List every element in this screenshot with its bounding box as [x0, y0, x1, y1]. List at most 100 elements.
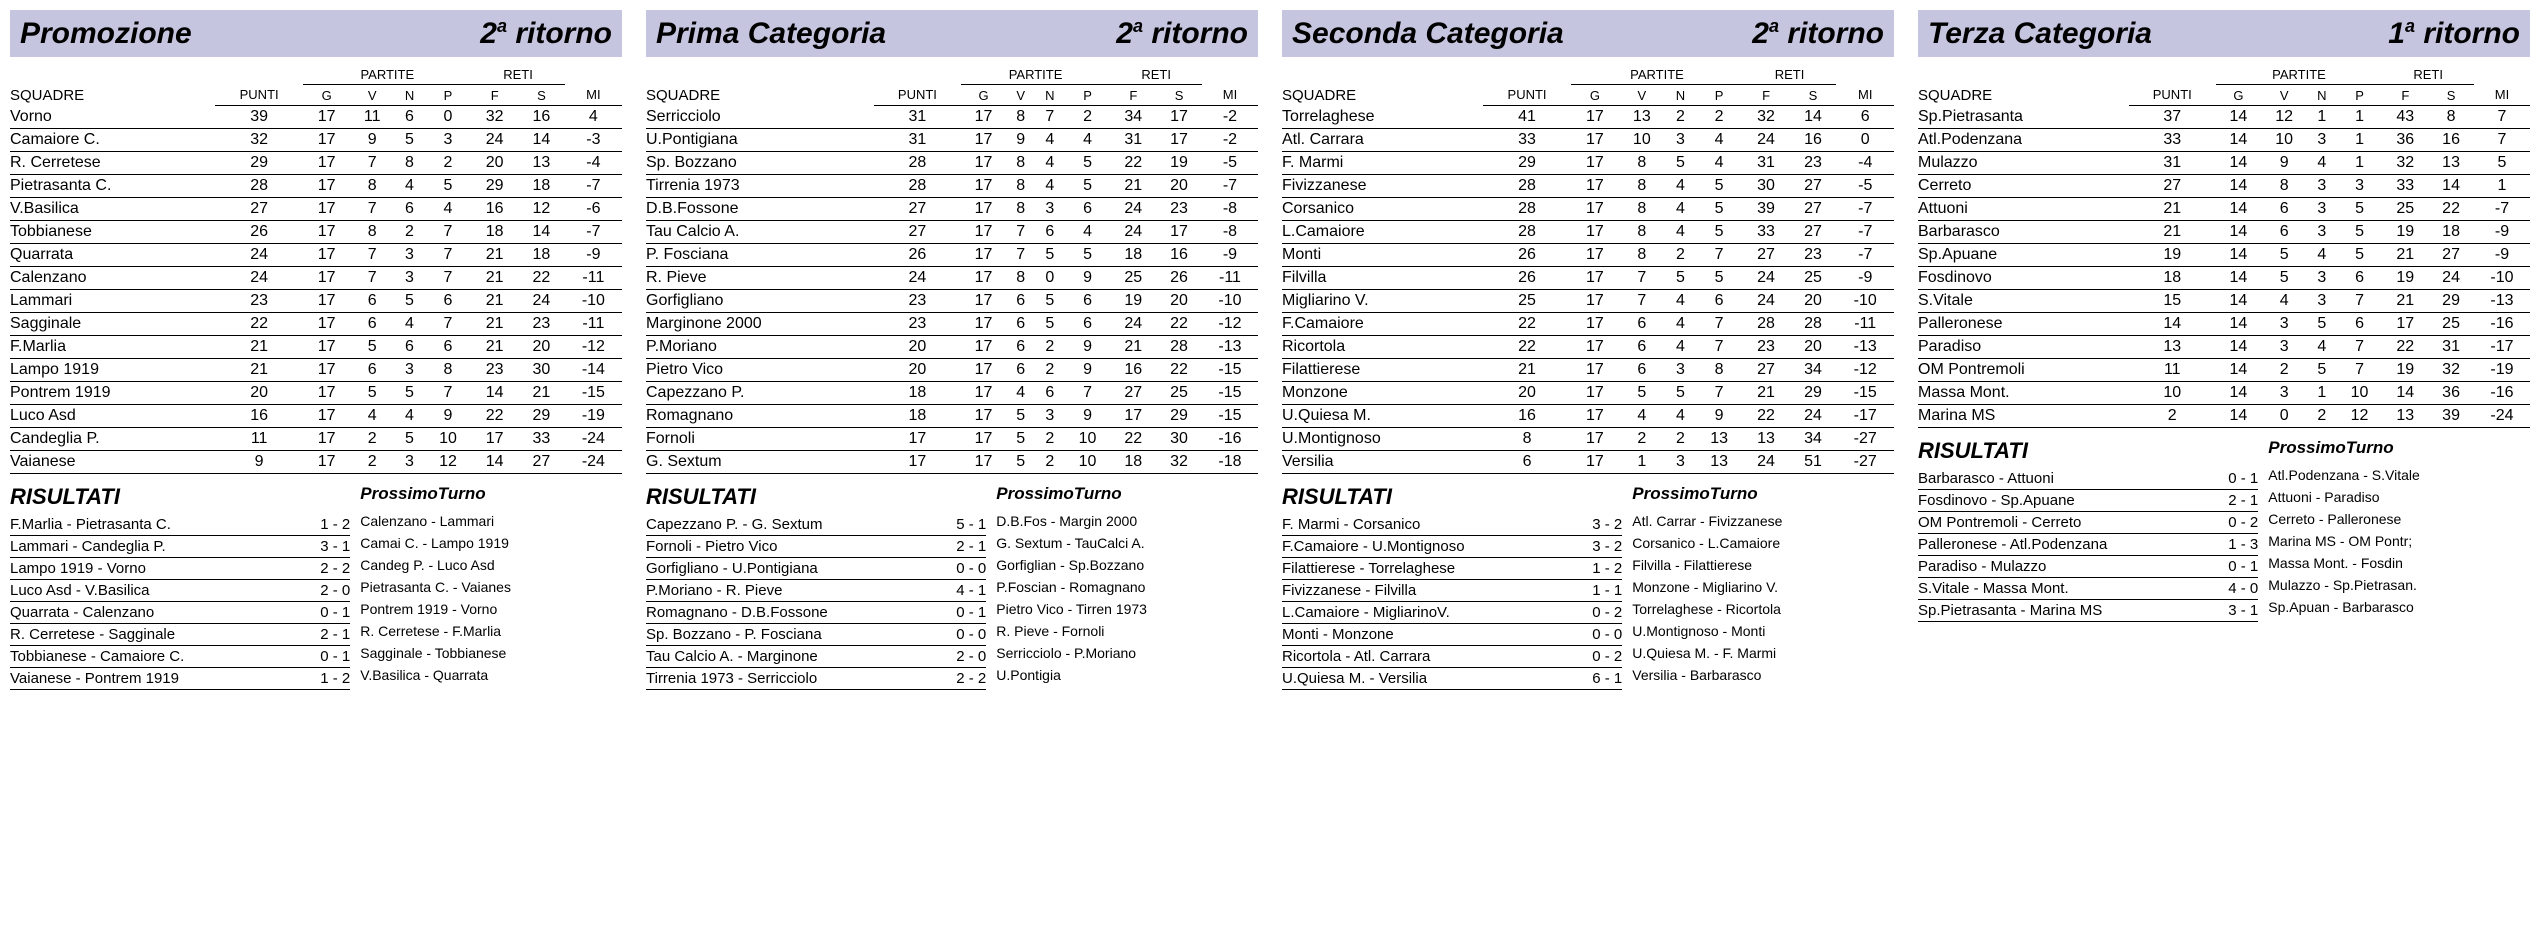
- cell-p: 4: [1065, 221, 1111, 244]
- cell-g: 14: [2216, 267, 2262, 290]
- team-name: Pietrasanta C.: [10, 175, 215, 198]
- match-score: 0 - 1: [320, 604, 350, 621]
- cell-f: 19: [2382, 267, 2428, 290]
- table-row: Luco Asd 16 17 4 4 9 22 29 -19: [10, 405, 622, 428]
- cell-n: 2: [394, 221, 424, 244]
- table-row: Vorno 39 17 11 6 0 32 16 4: [10, 106, 622, 129]
- table-row: R. Cerretese 29 17 7 8 2 20 13 -4: [10, 152, 622, 175]
- cell-v: 5: [1006, 428, 1035, 451]
- cell-pt: 21: [1483, 359, 1572, 382]
- cell-g: 17: [303, 221, 350, 244]
- cell-v: 6: [1006, 290, 1035, 313]
- cell-f: 29: [471, 175, 518, 198]
- team-name: Marina MS: [1918, 405, 2129, 428]
- table-row: Tau Calcio A. 27 17 7 6 4 24 17 -8: [646, 221, 1258, 244]
- cell-pt: 11: [215, 428, 303, 451]
- cell-s: 28: [1790, 313, 1837, 336]
- table-row: Quarrata 24 17 7 3 7 21 18 -9: [10, 244, 622, 267]
- cell-v: 8: [1006, 152, 1035, 175]
- table-row: Cerreto 27 14 8 3 3 33 14 1: [1918, 175, 2530, 198]
- cell-pt: 27: [874, 198, 961, 221]
- cell-pt: 31: [874, 106, 961, 129]
- cell-s: 34: [1790, 428, 1837, 451]
- cell-g: 17: [303, 244, 350, 267]
- cell-s: 16: [1156, 244, 1202, 267]
- next-fixture: Sagginale - Tobbianese: [360, 642, 622, 664]
- match-score: 1 - 2: [320, 670, 350, 687]
- cell-pt: 15: [2129, 290, 2216, 313]
- cell-pt: 28: [1483, 221, 1572, 244]
- col-v: V: [350, 85, 394, 106]
- cell-mi: -10: [1836, 290, 1894, 313]
- cell-f: 19: [2382, 221, 2428, 244]
- cell-mi: -5: [1836, 175, 1894, 198]
- team-name: Cerreto: [1918, 175, 2129, 198]
- cell-f: 21: [1743, 382, 1790, 405]
- cell-s: 13: [518, 152, 565, 175]
- team-name: Palleronese: [1918, 313, 2129, 336]
- cell-f: 31: [1110, 129, 1156, 152]
- cell-p: 5: [1696, 267, 1743, 290]
- bottom-section: RISULTATI Barbarasco - Attuoni 0 - 1 Fos…: [1918, 438, 2530, 622]
- result-row: Paradiso - Mulazzo 0 - 1: [1918, 556, 2258, 578]
- cell-n: 3: [394, 451, 424, 474]
- reti-header: RETI: [471, 65, 564, 85]
- cell-f: 23: [471, 359, 518, 382]
- cell-mi: -16: [2474, 313, 2530, 336]
- match-score: 3 - 1: [320, 538, 350, 555]
- cell-f: 18: [471, 221, 518, 244]
- league-panel: Seconda Categoria 2a ritorno PARTITE RET…: [1282, 10, 1894, 690]
- risultati-block: RISULTATI F.Marlia - Pietrasanta C. 1 - …: [10, 484, 350, 690]
- table-row: Serricciolo 31 17 8 7 2 34 17 -2: [646, 106, 1258, 129]
- table-row: Marginone 2000 23 17 6 5 6 24 22 -12: [646, 313, 1258, 336]
- result-row: Quarrata - Calenzano 0 - 1: [10, 602, 350, 624]
- table-row: Pietro Vico 20 17 6 2 9 16 22 -15: [646, 359, 1258, 382]
- cell-g: 17: [961, 428, 1007, 451]
- match-score: 6 - 1: [1592, 670, 1622, 687]
- cell-g: 14: [2216, 359, 2262, 382]
- table-row: Monti 26 17 8 2 7 27 23 -7: [1282, 244, 1894, 267]
- cell-g: 14: [2216, 175, 2262, 198]
- cell-p: 9: [1065, 336, 1111, 359]
- cell-f: 14: [471, 451, 518, 474]
- cell-pt: 23: [874, 290, 961, 313]
- cell-f: 19: [1110, 290, 1156, 313]
- standings-table: PARTITE RETI SQUADRE PUNTI G V N P F S M…: [646, 65, 1258, 474]
- cell-n: 3: [394, 244, 424, 267]
- cell-n: 4: [2307, 152, 2337, 175]
- team-name: Tirrenia 1973: [646, 175, 874, 198]
- cell-pt: 26: [874, 244, 961, 267]
- cell-s: 24: [2428, 267, 2474, 290]
- cell-s: 17: [1156, 221, 1202, 244]
- cell-n: 3: [2307, 175, 2337, 198]
- cell-pt: 21: [215, 336, 303, 359]
- col-squadre: SQUADRE: [1282, 85, 1483, 106]
- team-name: Pietro Vico: [646, 359, 874, 382]
- match-teams: F.Camaiore - U.Montignoso: [1282, 538, 1465, 555]
- cell-v: 10: [2261, 129, 2307, 152]
- cell-g: 17: [1571, 129, 1618, 152]
- table-row: Mulazzo 31 14 9 4 1 32 13 5: [1918, 152, 2530, 175]
- cell-v: 8: [2261, 175, 2307, 198]
- cell-p: 9: [1696, 405, 1743, 428]
- team-name: Mulazzo: [1918, 152, 2129, 175]
- match-score: 5 - 1: [956, 516, 986, 533]
- cell-v: 9: [1006, 129, 1035, 152]
- cell-mi: -24: [2474, 405, 2530, 428]
- match-score: 2 - 2: [956, 670, 986, 687]
- cell-g: 14: [2216, 129, 2262, 152]
- cell-n: 1: [2307, 382, 2337, 405]
- partite-header: PARTITE: [1571, 65, 1742, 85]
- cell-pt: 20: [874, 336, 961, 359]
- match-score: 0 - 1: [2228, 470, 2258, 487]
- cell-v: 5: [2261, 267, 2307, 290]
- col-n: N: [1665, 85, 1695, 106]
- cell-n: 5: [1035, 313, 1065, 336]
- cell-v: 7: [1618, 290, 1665, 313]
- cell-n: 5: [394, 382, 424, 405]
- cell-v: 8: [1006, 267, 1035, 290]
- cell-v: 8: [1618, 175, 1665, 198]
- cell-pt: 31: [2129, 152, 2216, 175]
- cell-g: 17: [1571, 198, 1618, 221]
- cell-pt: 26: [215, 221, 303, 244]
